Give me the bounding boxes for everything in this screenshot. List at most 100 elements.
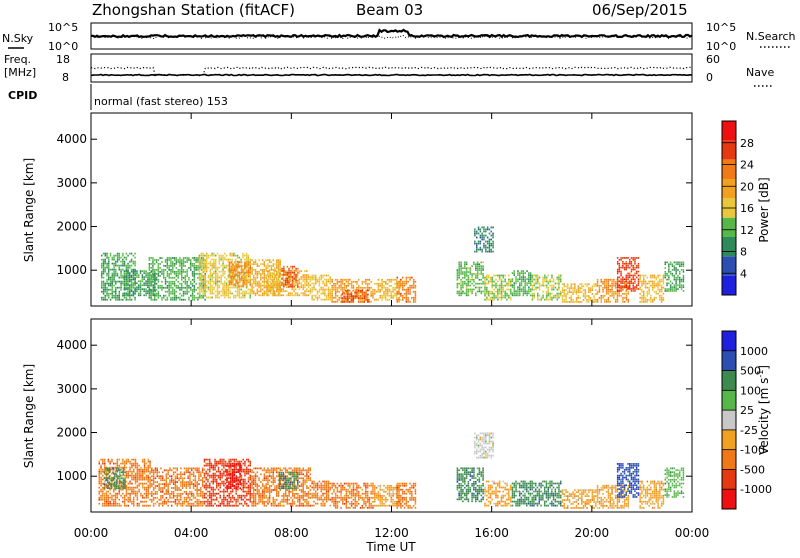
echo-cell	[466, 275, 468, 277]
echo-cell	[138, 477, 140, 479]
echo-cell	[129, 278, 131, 280]
echo-cell	[202, 495, 204, 497]
echo-cell	[110, 255, 112, 257]
echo-cell	[182, 481, 184, 483]
echo-cell	[202, 501, 204, 503]
echo-cell	[124, 467, 126, 469]
echo-cell	[178, 501, 180, 503]
echo-cell	[206, 285, 208, 287]
echo-cell	[262, 269, 264, 271]
echo-cell	[131, 288, 133, 290]
echo-cell	[191, 483, 193, 485]
echo-cell	[181, 259, 183, 261]
echo-cell	[475, 283, 477, 285]
echo-cell	[342, 287, 344, 289]
echo-cell	[284, 290, 286, 292]
echo-cell	[315, 275, 317, 277]
echo-cell	[562, 299, 564, 301]
echo-cell	[119, 487, 121, 489]
echo-cell	[631, 265, 633, 267]
echo-cell	[158, 265, 160, 267]
echo-cell	[578, 301, 580, 303]
echo-cell	[191, 473, 193, 475]
echo-cell	[144, 477, 146, 479]
echo-cell	[330, 299, 332, 301]
echo-cell	[167, 469, 169, 471]
echo-cell	[144, 487, 146, 489]
echo-cell	[136, 272, 138, 274]
echo-cell	[626, 286, 628, 288]
echo-cell	[235, 287, 237, 289]
echo-cell	[328, 297, 330, 299]
echo-cell	[251, 273, 253, 275]
echo-cell	[120, 289, 122, 291]
echo-cell	[215, 283, 217, 285]
echo-cell	[501, 287, 503, 289]
echo-cell	[112, 285, 114, 287]
echo-cell	[151, 501, 153, 503]
echo-cell	[458, 265, 460, 267]
echo-cell	[172, 265, 174, 267]
echo-cell	[116, 469, 118, 471]
echo-cell	[182, 485, 184, 487]
echo-cell	[183, 291, 185, 293]
echo-cell	[565, 301, 567, 303]
echo-cell	[124, 284, 126, 286]
echo-cell	[271, 269, 273, 271]
echo-cell	[117, 463, 119, 465]
echo-cell	[144, 459, 146, 461]
echo-cell	[106, 279, 108, 281]
echo-cell	[140, 467, 142, 469]
echo-cell	[287, 274, 289, 276]
echo-cell	[190, 287, 192, 289]
echo-cell	[528, 282, 530, 284]
echo-cell	[295, 282, 297, 284]
echo-cell	[645, 285, 647, 287]
echo-cell	[166, 469, 168, 471]
echo-cell	[115, 269, 117, 271]
echo-cell	[306, 278, 308, 280]
echo-cell	[464, 271, 466, 273]
echo-cell	[108, 501, 110, 503]
echo-cell	[218, 489, 220, 491]
echo-cell	[639, 281, 641, 283]
echo-cell	[194, 299, 196, 301]
echo-cell	[106, 267, 108, 269]
echo-cell	[107, 469, 109, 471]
echo-cell	[189, 471, 191, 473]
echo-cell	[295, 288, 297, 290]
echo-cell	[207, 485, 209, 487]
echo-cell	[663, 275, 665, 277]
echo-cell	[611, 279, 613, 281]
echo-cell	[100, 467, 102, 469]
echo-cell	[185, 283, 187, 285]
echo-cell	[340, 281, 342, 283]
echo-cell	[209, 469, 211, 471]
echo-cell	[351, 299, 353, 301]
echo-cell	[133, 465, 135, 467]
echo-cell	[362, 283, 364, 285]
echo-cell	[675, 281, 677, 283]
echo-cell	[204, 465, 206, 467]
echo-cell	[615, 301, 617, 303]
echo-cell	[148, 477, 150, 479]
echo-cell	[398, 293, 400, 295]
echo-cell	[260, 275, 262, 277]
echo-cell	[133, 499, 135, 501]
echo-cell	[205, 501, 207, 503]
echo-cell	[567, 301, 569, 303]
echo-cell	[322, 291, 324, 293]
echo-cell	[495, 291, 497, 293]
colorbar-swatch	[722, 218, 736, 237]
echo-cell	[194, 297, 196, 299]
echo-cell	[229, 262, 231, 264]
echo-cell	[602, 297, 604, 299]
echo-cell	[176, 267, 178, 269]
echo-cell	[216, 505, 218, 507]
echo-cell	[211, 269, 213, 271]
echo-cell	[181, 295, 183, 297]
echo-cell	[199, 273, 201, 275]
echo-cell	[197, 277, 199, 279]
echo-cell	[528, 278, 530, 280]
echo-cell	[665, 267, 667, 269]
